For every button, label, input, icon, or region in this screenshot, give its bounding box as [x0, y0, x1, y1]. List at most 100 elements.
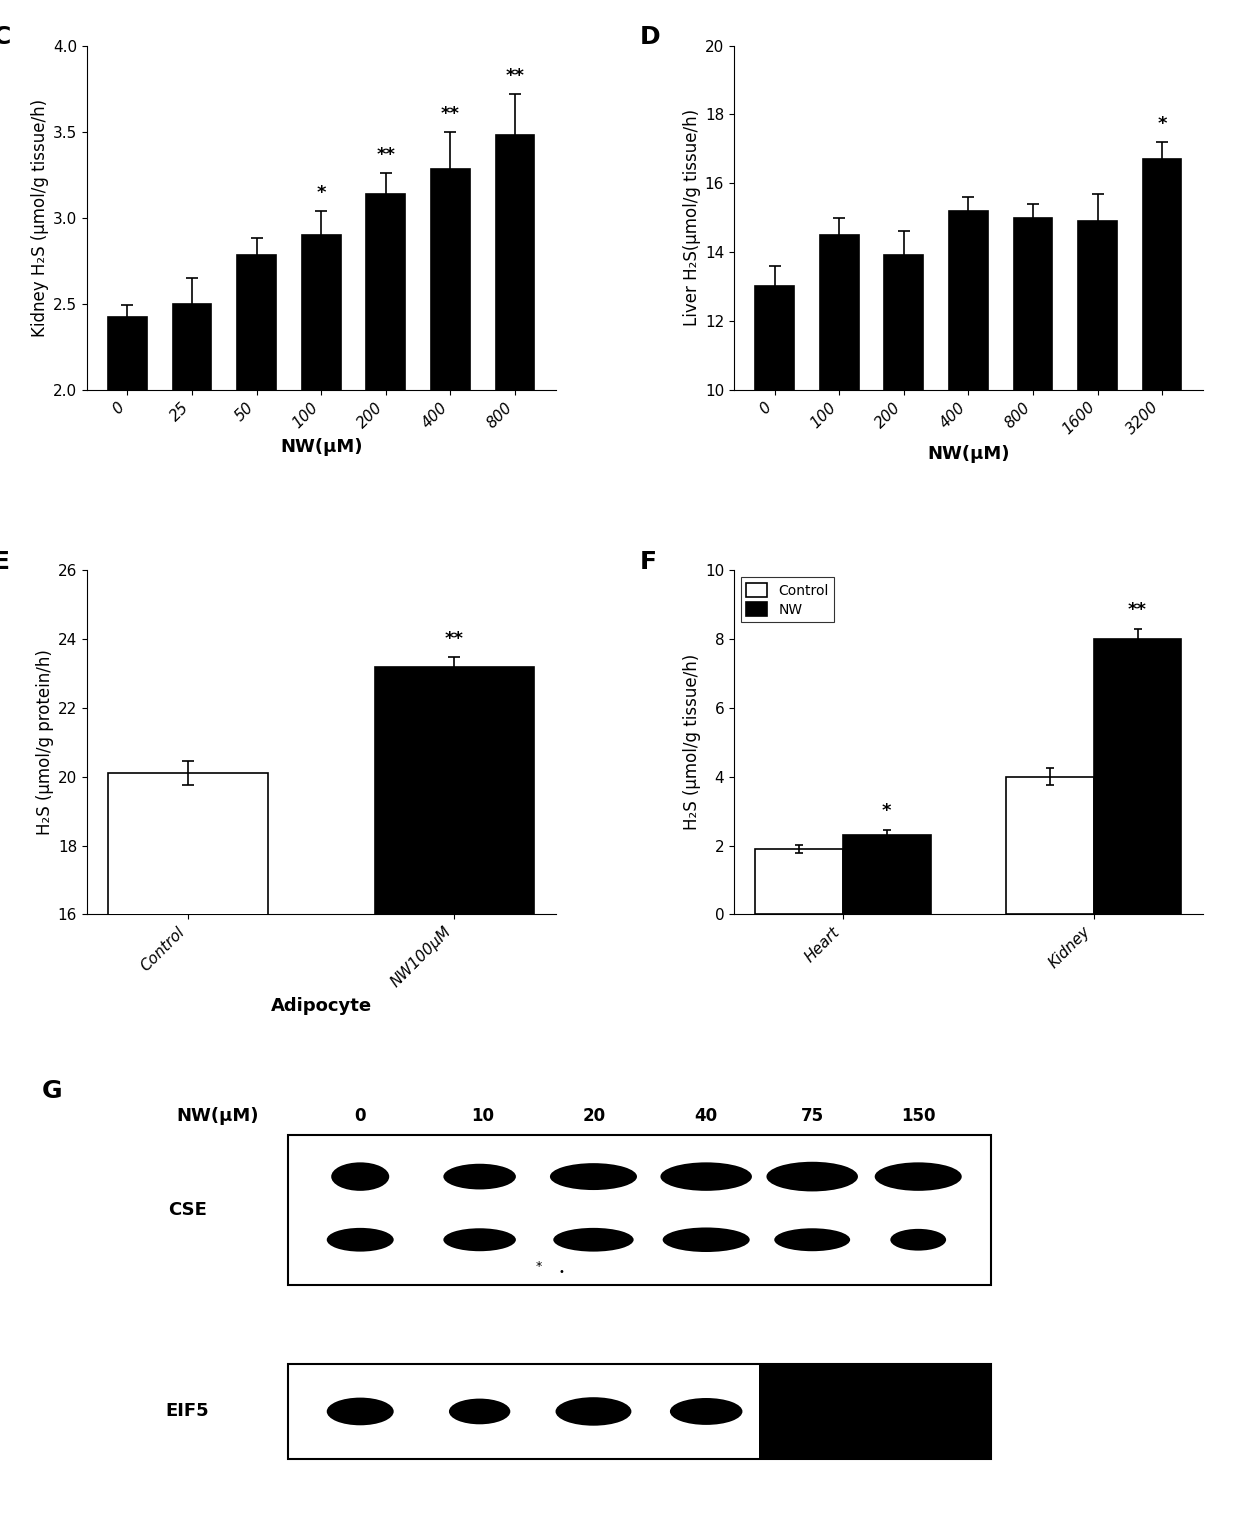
Ellipse shape: [790, 1399, 857, 1424]
Ellipse shape: [330, 1401, 377, 1418]
Ellipse shape: [446, 1167, 497, 1182]
Text: 40: 40: [694, 1107, 718, 1126]
Ellipse shape: [766, 1162, 858, 1191]
Ellipse shape: [472, 1173, 508, 1185]
Text: NW(μM): NW(μM): [176, 1107, 259, 1126]
Ellipse shape: [890, 1229, 946, 1250]
Ellipse shape: [327, 1398, 394, 1425]
X-axis label: NW(μM): NW(μM): [928, 444, 1009, 462]
Ellipse shape: [879, 1165, 940, 1182]
Ellipse shape: [585, 1235, 626, 1247]
Bar: [301, 234, 341, 733]
Text: **: **: [445, 630, 464, 648]
Ellipse shape: [551, 1164, 637, 1189]
Text: *: *: [882, 802, 892, 820]
Bar: [949, 211, 988, 733]
Ellipse shape: [667, 1230, 728, 1244]
Ellipse shape: [585, 1407, 624, 1421]
Bar: [367, 193, 405, 733]
Ellipse shape: [805, 1237, 842, 1247]
Text: G: G: [42, 1078, 63, 1103]
Ellipse shape: [334, 1165, 374, 1182]
Bar: [288, 1135, 991, 1285]
Ellipse shape: [665, 1165, 729, 1182]
Text: 20: 20: [583, 1107, 606, 1126]
Bar: [237, 256, 277, 733]
Bar: [1094, 639, 1182, 914]
Ellipse shape: [771, 1165, 835, 1182]
Text: 10: 10: [471, 1107, 495, 1126]
Bar: [1078, 221, 1117, 733]
Ellipse shape: [774, 1229, 851, 1252]
Text: **: **: [1128, 601, 1147, 619]
Ellipse shape: [556, 1398, 631, 1425]
Text: **: **: [506, 67, 525, 85]
Ellipse shape: [585, 1173, 629, 1185]
Bar: [108, 773, 268, 1465]
Bar: [1013, 218, 1053, 733]
Ellipse shape: [662, 1227, 750, 1252]
Ellipse shape: [670, 1398, 743, 1425]
Ellipse shape: [673, 1401, 724, 1418]
Ellipse shape: [913, 1237, 940, 1247]
Bar: [843, 835, 931, 914]
Text: 0: 0: [355, 1107, 366, 1126]
Bar: [374, 666, 534, 1465]
Ellipse shape: [472, 1237, 508, 1247]
Bar: [1006, 777, 1094, 914]
Ellipse shape: [353, 1235, 387, 1247]
Ellipse shape: [661, 1162, 751, 1191]
Ellipse shape: [557, 1230, 614, 1244]
Ellipse shape: [355, 1171, 383, 1186]
Text: *: *: [316, 184, 326, 202]
Ellipse shape: [559, 1399, 613, 1418]
Text: *: *: [536, 1259, 542, 1273]
Y-axis label: Kidney H₂S (μmol/g tissue/h): Kidney H₂S (μmol/g tissue/h): [31, 99, 48, 336]
Ellipse shape: [446, 1230, 497, 1244]
Ellipse shape: [909, 1171, 954, 1186]
Ellipse shape: [699, 1407, 735, 1421]
Ellipse shape: [804, 1171, 849, 1186]
Ellipse shape: [697, 1171, 743, 1186]
Bar: [172, 304, 212, 733]
Ellipse shape: [874, 1162, 962, 1191]
Text: EIF5: EIF5: [165, 1402, 210, 1421]
Ellipse shape: [327, 1227, 394, 1252]
Ellipse shape: [444, 1229, 516, 1252]
Text: **: **: [441, 105, 460, 123]
Text: •: •: [558, 1267, 564, 1278]
Ellipse shape: [453, 1401, 495, 1416]
Bar: [1143, 160, 1182, 733]
Ellipse shape: [553, 1227, 634, 1252]
Text: F: F: [640, 549, 657, 573]
Bar: [759, 1364, 991, 1459]
Bar: [755, 849, 843, 914]
Bar: [432, 169, 470, 733]
Text: D: D: [640, 24, 661, 49]
Text: **: **: [377, 146, 396, 164]
Ellipse shape: [554, 1165, 615, 1182]
Text: *: *: [1157, 116, 1167, 134]
X-axis label: Adipocyte: Adipocyte: [270, 998, 372, 1015]
Bar: [288, 1364, 991, 1459]
Bar: [496, 135, 534, 733]
Legend: Control, NW: Control, NW: [740, 578, 835, 622]
Y-axis label: Liver H₂S(μmol/g tissue/h): Liver H₂S(μmol/g tissue/h): [683, 110, 701, 325]
Ellipse shape: [444, 1164, 516, 1189]
Text: 150: 150: [901, 1107, 935, 1126]
Text: 75: 75: [801, 1107, 823, 1126]
Ellipse shape: [449, 1399, 511, 1424]
Ellipse shape: [893, 1230, 932, 1244]
Ellipse shape: [474, 1407, 505, 1421]
Y-axis label: H₂S (μmol/g tissue/h): H₂S (μmol/g tissue/h): [683, 654, 701, 830]
Y-axis label: H₂S (μmol/g protein/h): H₂S (μmol/g protein/h): [36, 649, 53, 835]
Bar: [755, 286, 794, 733]
Text: C: C: [0, 24, 11, 49]
Text: CSE: CSE: [167, 1200, 207, 1218]
Bar: [108, 318, 146, 733]
Ellipse shape: [330, 1230, 377, 1244]
Text: E: E: [0, 549, 10, 573]
Bar: [884, 256, 923, 733]
Ellipse shape: [777, 1230, 831, 1244]
Ellipse shape: [353, 1407, 387, 1421]
